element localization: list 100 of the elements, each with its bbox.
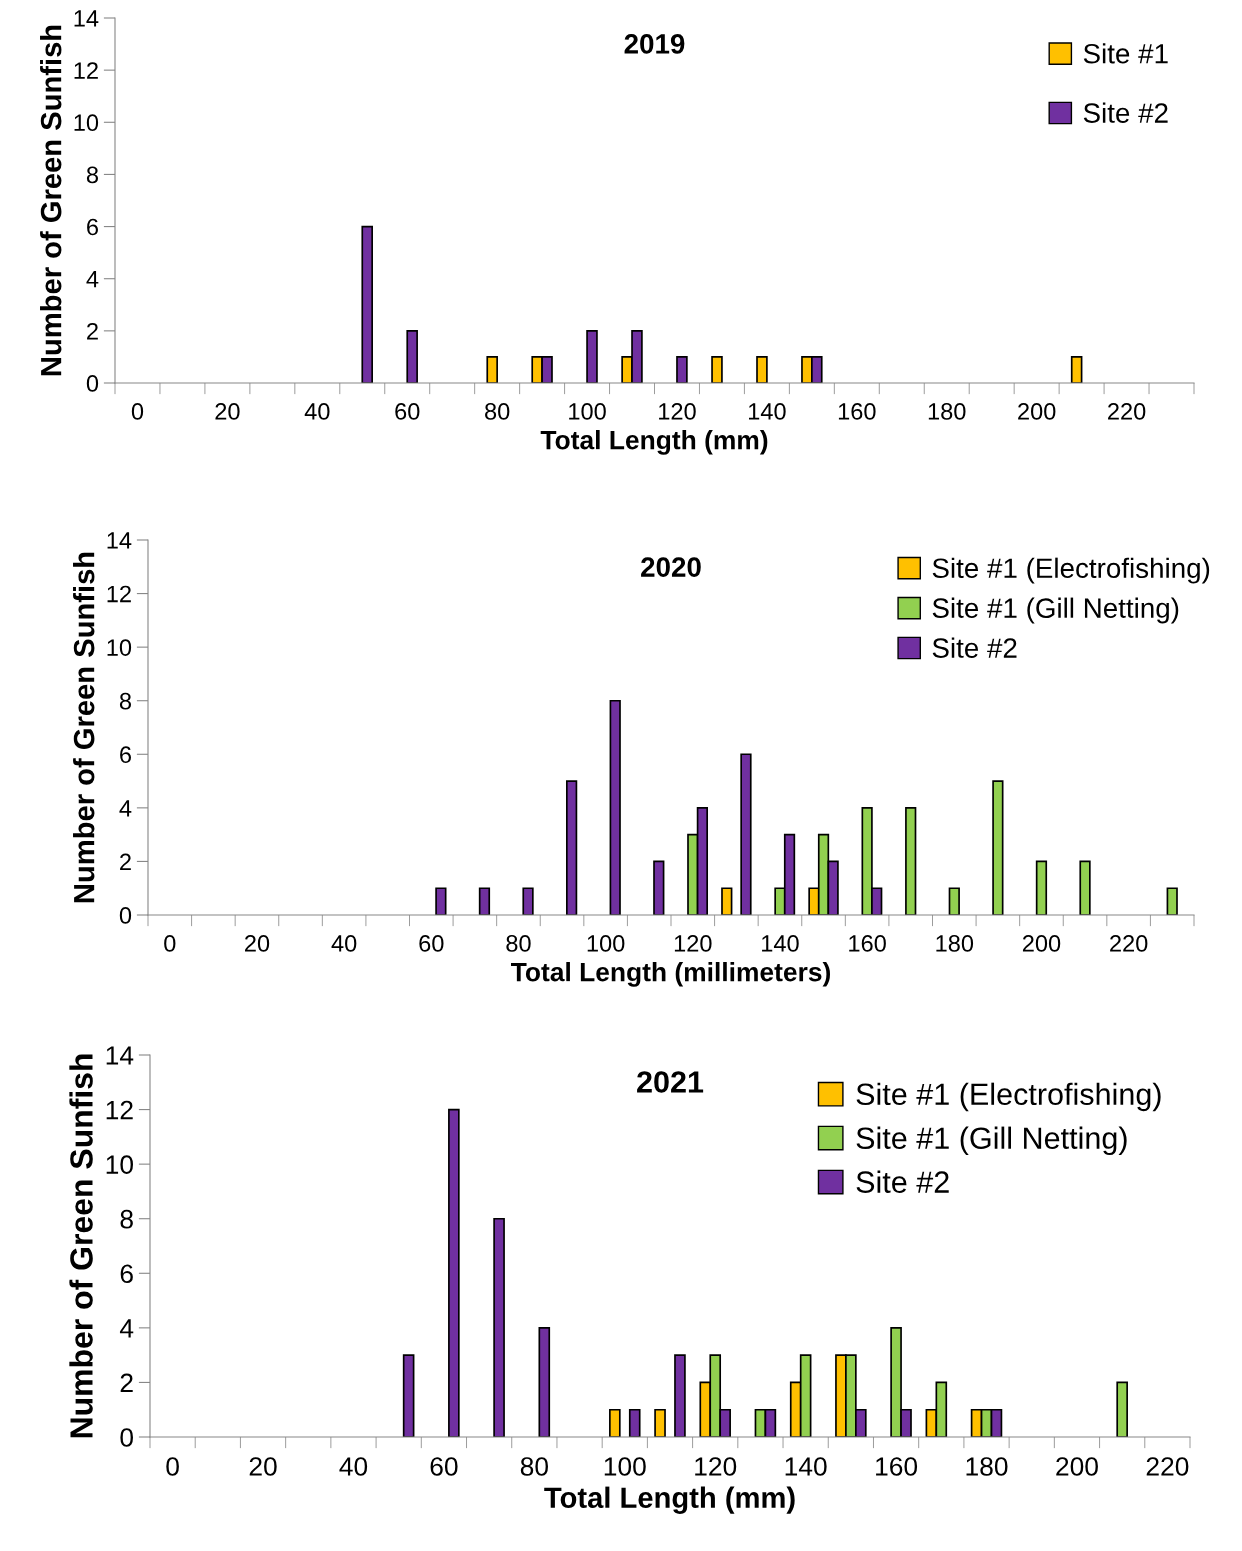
y-tick-label: 10: [74, 114, 99, 132]
y-tick-label: 2: [87, 322, 98, 340]
y-tick-label: 4: [119, 800, 132, 817]
x-tick-label: 200: [1056, 1457, 1098, 1476]
bar: [448, 1108, 460, 1437]
bar: [676, 356, 688, 383]
bar: [1166, 887, 1178, 915]
x-tick-label: 220: [1110, 935, 1148, 952]
y-axis-title: Number of Green Sunfish: [73, 552, 95, 903]
bar: [948, 887, 960, 915]
bar: [711, 356, 723, 383]
chart-title: 2019: [624, 34, 685, 54]
bar: [361, 225, 373, 383]
legend-label: Site #1 (Electrofishing): [856, 1082, 1161, 1112]
x-tick-label: 140: [749, 403, 786, 420]
y-tick-label: 14: [107, 532, 132, 549]
y-tick-label: 2: [120, 1373, 133, 1392]
legend-label: Site #2: [932, 637, 1017, 658]
x-tick-label: 60: [395, 403, 420, 420]
x-tick-label: 220: [1108, 403, 1146, 420]
x-tick-label: 80: [485, 403, 510, 420]
x-tick-label: 80: [506, 935, 531, 952]
x-tick-label: 100: [569, 403, 606, 420]
bar: [654, 1408, 666, 1437]
x-tick-label: 60: [419, 935, 444, 952]
x-tick-label: 0: [164, 935, 176, 952]
chart-title: 2021: [637, 1071, 704, 1093]
x-tick-label: 200: [1018, 403, 1056, 420]
bar: [721, 887, 733, 915]
bar: [609, 699, 621, 915]
x-tick-label: 180: [966, 1457, 1008, 1476]
x-tick-label: 160: [849, 935, 886, 952]
y-tick-label: 4: [119, 1319, 134, 1338]
x-axis-title: Total Length (mm): [544, 1486, 795, 1514]
y-tick-label: 0: [120, 1428, 133, 1447]
legend-label: Site #1: [1083, 43, 1168, 64]
bar: [674, 1354, 686, 1437]
x-tick-label: 40: [304, 403, 330, 420]
bar: [1079, 860, 1091, 915]
y-tick-label: 8: [120, 1209, 133, 1229]
legend-label: Site #1 (Gill Netting): [856, 1126, 1127, 1156]
x-tick-label: 20: [249, 1457, 277, 1476]
x-tick-label: 180: [936, 935, 974, 952]
legend-label: Site #2: [1083, 102, 1168, 123]
bar: [740, 753, 752, 915]
x-tick-label: 100: [604, 1457, 646, 1476]
bar: [522, 887, 534, 915]
y-tick-label: 12: [74, 62, 98, 79]
x-tick-label: 200: [1022, 935, 1061, 952]
bar: [435, 887, 447, 915]
chart-title: 2020: [641, 557, 701, 577]
y-axis-title: Number of Green Sunfish: [40, 25, 62, 376]
y-tick-label: 8: [119, 692, 131, 710]
legend-label: Site #1 (Gill Netting): [932, 597, 1179, 624]
bar: [1035, 860, 1048, 915]
bar: [756, 356, 768, 383]
bar: [1116, 1381, 1128, 1437]
x-tick-label: 180: [928, 403, 966, 420]
bar: [992, 780, 1004, 915]
bar: [486, 356, 498, 383]
x-tick-label: 160: [876, 1457, 918, 1476]
x-tick-label: 40: [339, 1457, 368, 1476]
y-tick-label: 12: [106, 1100, 133, 1120]
bar: [609, 1408, 621, 1437]
legend-label: Site #2: [856, 1170, 949, 1193]
y-tick-label: 14: [106, 1046, 134, 1065]
y-tick-label: 6: [87, 218, 98, 236]
bar: [1070, 356, 1083, 383]
x-tick-label: 120: [659, 403, 696, 420]
y-tick-label: 0: [86, 375, 99, 392]
x-axis-title: Total Length (millimeters): [511, 962, 830, 987]
y-tick-label: 2: [120, 853, 131, 870]
y-tick-label: 6: [120, 1264, 133, 1284]
y-tick-label: 0: [119, 907, 132, 924]
bar: [538, 1327, 551, 1437]
x-tick-label: 20: [245, 935, 270, 952]
bar: [586, 330, 598, 383]
x-tick-label: 140: [762, 935, 799, 952]
x-tick-label: 220: [1146, 1457, 1189, 1476]
x-tick-label: 60: [430, 1457, 458, 1476]
bar: [653, 860, 665, 915]
x-tick-label: 40: [331, 935, 357, 952]
bar: [478, 887, 491, 915]
x-tick-label: 0: [166, 1457, 179, 1476]
x-tick-label: 100: [587, 935, 625, 952]
y-tick-label: 10: [107, 639, 132, 656]
x-tick-label: 80: [520, 1457, 548, 1476]
y-axis-title: Number of Green Sunfish: [69, 1054, 93, 1438]
bar: [406, 330, 418, 383]
x-tick-label: 20: [215, 403, 240, 420]
y-tick-label: 6: [120, 746, 131, 764]
bar: [493, 1217, 505, 1437]
x-tick-label: 140: [785, 1457, 827, 1476]
bar: [905, 807, 917, 915]
x-tick-label: 120: [695, 1457, 737, 1476]
bar: [402, 1354, 415, 1437]
y-tick-label: 8: [86, 166, 98, 184]
x-axis-title: Total Length (mm): [540, 430, 768, 455]
y-tick-label: 14: [74, 10, 99, 27]
x-tick-label: 160: [838, 403, 876, 420]
